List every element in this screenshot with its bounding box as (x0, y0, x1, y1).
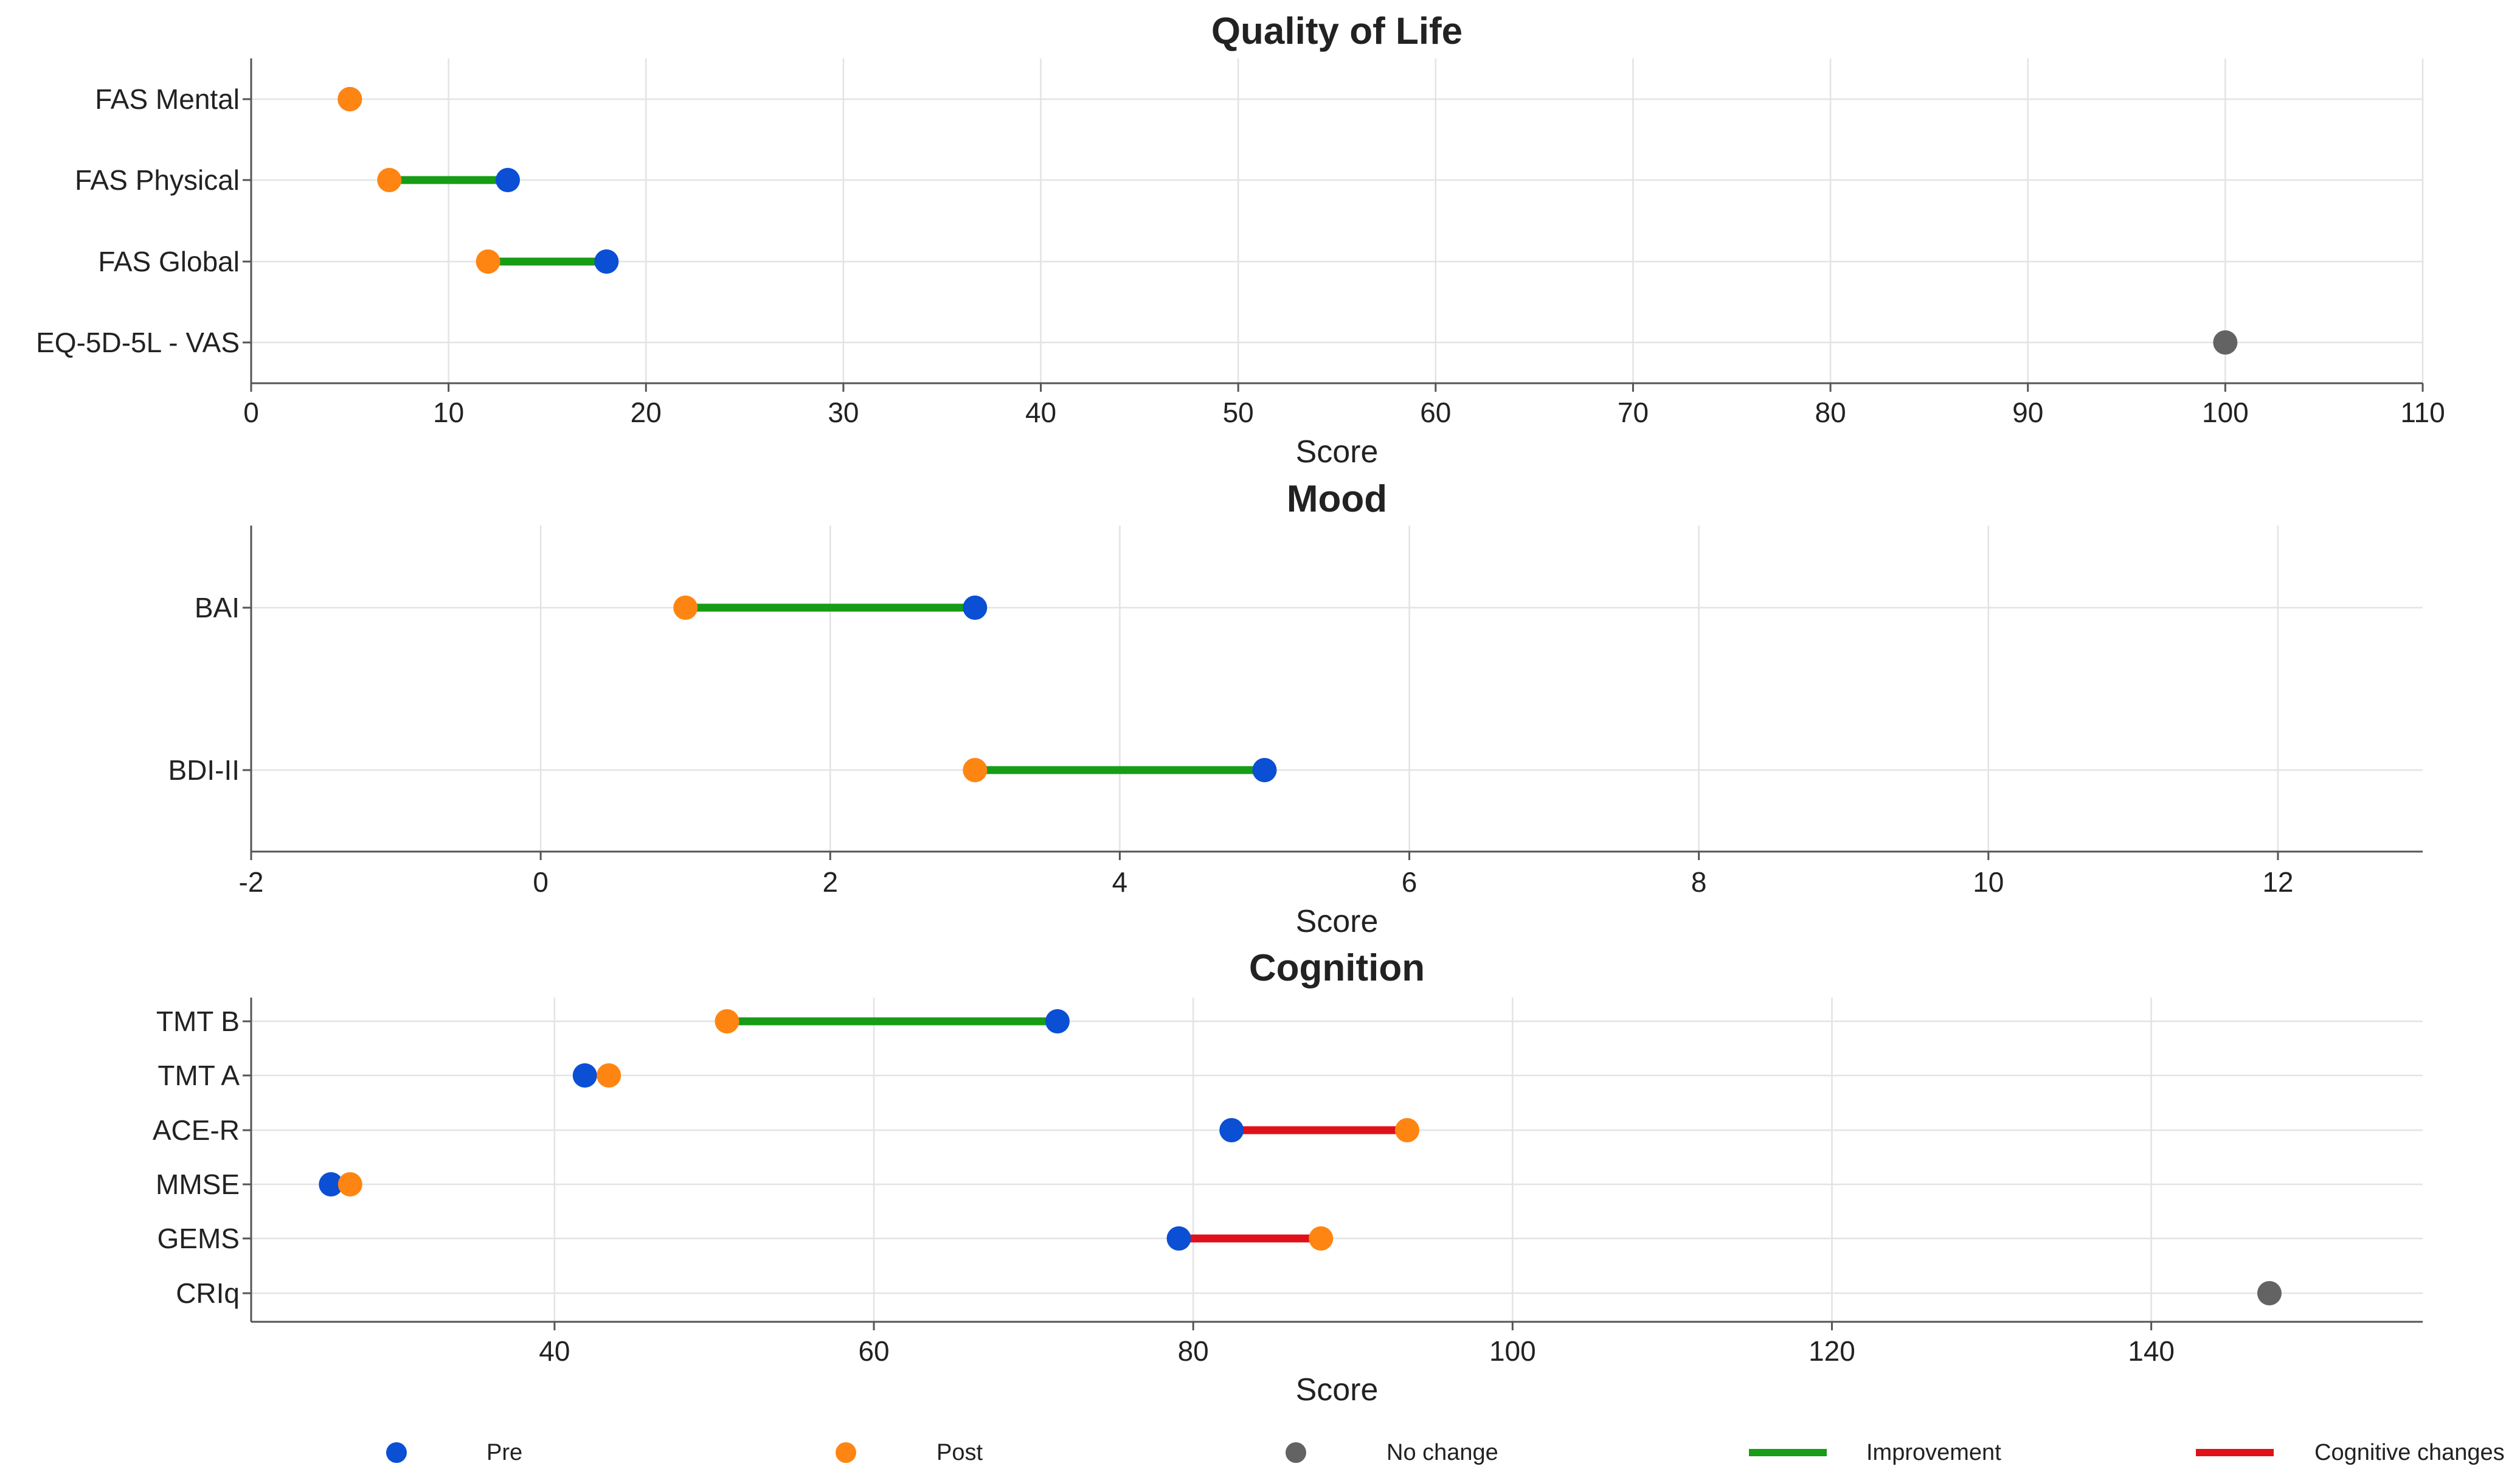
quality-of-life-panel: Quality of Life 0 10 20 30 40 50 60 70 80 90 100 110… (36, 10, 2445, 470)
post-dot (673, 596, 698, 620)
pre-dot (1219, 1118, 1244, 1142)
row-gems: GEMS (158, 1223, 1334, 1254)
x-tick-label: 90 (2012, 397, 2043, 428)
x-tick-label: 80 (1178, 1335, 1209, 1367)
pre-dot (1166, 1226, 1191, 1251)
y-tick-label: BDI-II (168, 754, 240, 786)
x-tick-label: 40 (539, 1335, 570, 1367)
post-dot (338, 87, 362, 111)
y-tick-label: ACE-R (153, 1114, 240, 1146)
pre-dot (1252, 758, 1277, 782)
x-tick-label: 20 (631, 397, 662, 428)
pre-dot (1045, 1009, 1070, 1033)
x-tick-label: 100 (2202, 397, 2249, 428)
x-tick-label: 120 (1809, 1335, 1855, 1367)
x-tick-label: 0 (533, 866, 549, 898)
x-tick-label: 2 (822, 866, 838, 898)
x-tick-label: 70 (1618, 397, 1649, 428)
cognition-panel: Cognition 40 60 80 100 120 140 Score TMT B TMT A A… (153, 947, 2423, 1408)
legend-item-improvement: Improvement (1749, 1440, 2001, 1465)
no-change-dot (2213, 330, 2238, 355)
y-tick-label: BAI (195, 592, 240, 623)
no-change-dot (2257, 1281, 2282, 1305)
row-fas-physical: FAS Physical (75, 164, 521, 196)
post-dot (377, 168, 402, 192)
x-tick-label: 6 (1402, 866, 1418, 898)
legend-label: Improvement (1866, 1440, 2001, 1465)
legend-label: No change (1386, 1440, 1498, 1465)
legend-item-cognitive: Cognitive changes (2196, 1440, 2505, 1465)
row-tmt-b: TMT B (156, 1005, 1070, 1037)
panel-title: Quality of Life (1211, 10, 1462, 52)
legend-marker-dot (386, 1442, 407, 1463)
legend-label: Post (936, 1440, 983, 1465)
x-tick-label: -2 (239, 866, 264, 898)
legend-label: Pre (486, 1440, 522, 1465)
post-dot (597, 1063, 621, 1088)
pre-dot (594, 249, 619, 274)
y-tick-label: MMSE (156, 1169, 240, 1200)
x-tick-label: 50 (1223, 397, 1254, 428)
y-tick-label: FAS Mental (95, 83, 240, 115)
row-eq-5d-5l-vas: EQ-5D-5L - VAS (36, 327, 2238, 358)
y-tick-label: TMT B (156, 1005, 240, 1037)
x-axis-label: Score (1296, 904, 1379, 939)
x-tick-label: 8 (1691, 866, 1707, 898)
legend-marker-dot (1286, 1442, 1306, 1463)
x-tick-label: 10 (1973, 866, 2004, 898)
row-bai: BAI (195, 592, 988, 623)
legend-marker-dot (836, 1442, 856, 1463)
x-tick-label: 80 (1815, 397, 1846, 428)
legend-item-pre: Pre (386, 1440, 522, 1465)
panel-title: Mood (1287, 478, 1387, 520)
row-fas-mental: FAS Mental (95, 83, 362, 115)
legend: Pre Post No change Improvement Cognitive cha… (386, 1440, 2505, 1465)
x-axis-label: Score (1296, 1372, 1379, 1408)
pre-dot (496, 168, 521, 192)
pre-dot (572, 1063, 597, 1088)
y-tick-label: CRIq (176, 1277, 240, 1309)
row-mmse: MMSE (156, 1169, 362, 1200)
x-tick-label: 0 (243, 397, 259, 428)
panel-title: Cognition (1249, 947, 1425, 989)
row-ace-r: ACE-R (153, 1114, 1420, 1146)
x-tick-label: 4 (1112, 866, 1128, 898)
post-dot (715, 1009, 739, 1033)
post-dot (338, 1172, 362, 1196)
x-tick-label: 140 (2128, 1335, 2175, 1367)
row-fas-global: FAS Global (98, 246, 619, 277)
x-tick-label: 60 (858, 1335, 889, 1367)
pre-dot (963, 596, 988, 620)
x-tick-label: 110 (2400, 397, 2445, 428)
x-tick-label: 60 (1420, 397, 1451, 428)
row-tmt-a: TMT A (158, 1060, 621, 1091)
y-tick-label: FAS Global (98, 246, 240, 277)
legend-item-post: Post (836, 1440, 983, 1465)
x-tick-label: 100 (1489, 1335, 1536, 1367)
post-dot (1395, 1118, 1420, 1142)
row-criq: CRIq (176, 1277, 2282, 1309)
x-tick-label: 12 (2262, 866, 2293, 898)
y-tick-label: TMT A (158, 1060, 240, 1091)
mood-panel: Mood -2 0 2 4 6 8 10 12 Score BAI BDI-II (168, 478, 2423, 939)
x-tick-label: 10 (433, 397, 464, 428)
pre-dot (319, 1172, 344, 1196)
legend-label: Cognitive changes (2314, 1440, 2505, 1465)
post-dot (1309, 1226, 1334, 1251)
row-bdi-ii: BDI-II (168, 754, 1277, 786)
legend-item-nochange: No change (1286, 1440, 1498, 1465)
post-dot (476, 249, 500, 274)
y-tick-label: FAS Physical (75, 164, 240, 196)
x-tick-label: 40 (1025, 397, 1056, 428)
x-tick-label: 30 (828, 397, 859, 428)
y-tick-label: EQ-5D-5L - VAS (36, 327, 240, 358)
x-axis-label: Score (1296, 434, 1379, 470)
y-tick-label: GEMS (158, 1223, 240, 1254)
post-dot (963, 758, 988, 782)
